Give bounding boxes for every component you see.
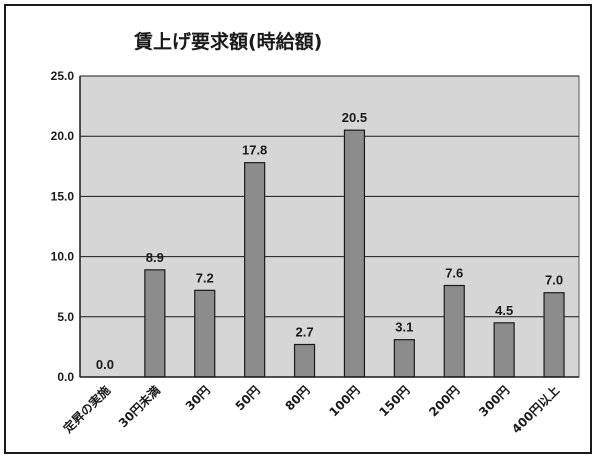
category-label: 50円	[233, 383, 263, 413]
category-label: 150円	[376, 383, 412, 419]
bar	[293, 343, 316, 378]
y-tick-label: 0.0	[57, 370, 74, 384]
chart-frame: 賃上げ要求額(時給額) 0.0 5.0 10.0 15.0 20.0 25.0 0.0 8.9…	[4, 4, 592, 454]
data-label: 0.0	[96, 357, 114, 372]
data-label: 8.9	[146, 250, 164, 265]
y-tick-label: 10.0	[51, 250, 75, 264]
category-label: 300円	[476, 383, 512, 419]
category-label: 定昇の実施	[60, 383, 113, 436]
y-tick-label: 15.0	[51, 189, 75, 203]
plot-area: 0.0 5.0 10.0 15.0 20.0 25.0 0.0 8.9 7.2 17.8 2.7 20…	[51, 69, 580, 437]
data-label: 3.1	[395, 320, 413, 335]
bar	[144, 269, 166, 378]
bar	[543, 292, 565, 378]
category-label: 80円	[282, 383, 312, 413]
bar	[493, 322, 515, 378]
data-label: 4.5	[495, 303, 513, 318]
y-tick-label: 20.0	[51, 129, 75, 143]
category-label: 30円未満	[115, 383, 163, 431]
bar-chart: 賃上げ要求額(時給額) 0.0 5.0 10.0 15.0 20.0 25.0 0.0 8.9…	[51, 30, 580, 437]
category-label: 100円	[326, 383, 362, 419]
y-tick-label: 5.0	[57, 310, 74, 324]
bar	[393, 339, 415, 378]
data-label: 7.0	[545, 273, 563, 288]
category-label: 30円	[183, 383, 213, 413]
bar	[194, 289, 216, 378]
y-tick-label: 25.0	[51, 69, 75, 83]
data-label: 7.2	[196, 270, 214, 285]
category-label: 400円以上	[508, 383, 562, 437]
data-label: 17.8	[242, 143, 267, 158]
data-label: 20.5	[342, 110, 367, 125]
data-label: 7.6	[445, 265, 463, 280]
category-label: 200円	[426, 383, 462, 419]
chart-title: 賃上げ要求額(時給額)	[133, 30, 322, 53]
bar	[244, 162, 266, 378]
data-label: 2.7	[296, 324, 314, 339]
bar	[443, 284, 465, 378]
bar	[343, 129, 366, 378]
